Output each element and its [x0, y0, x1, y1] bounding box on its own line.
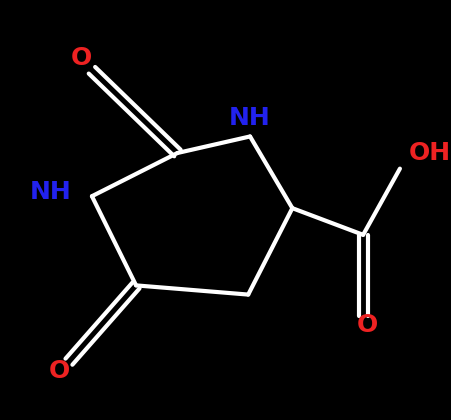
Text: O: O [70, 46, 92, 70]
Text: O: O [49, 359, 70, 383]
Text: O: O [357, 313, 378, 337]
Text: NH: NH [30, 180, 71, 204]
Text: OH: OH [409, 141, 451, 165]
Text: NH: NH [229, 106, 271, 130]
